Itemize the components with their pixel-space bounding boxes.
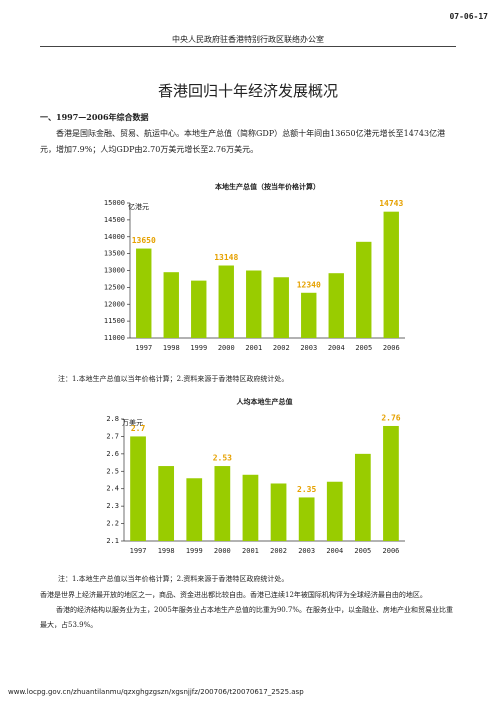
y-tick-label: 12000 xyxy=(104,300,125,308)
x-tick-label: 2002 xyxy=(270,547,287,555)
paragraph: 香港是世界上经济最开放的地区之一，商品、资金进出都比较自由。香港已连续12年被国… xyxy=(40,591,427,599)
y-tick-label: 11000 xyxy=(104,334,125,342)
x-tick-label: 2004 xyxy=(328,344,345,352)
bar xyxy=(356,241,372,338)
y-tick-label: 2.2 xyxy=(106,520,119,528)
bar xyxy=(328,273,344,338)
paragraph: 香港的经济结构以服务业为主，2005年服务业占本地生产总值的比重为90.7%。在… xyxy=(40,606,454,629)
header-date: 07-06-17 xyxy=(449,12,488,21)
footer-url: www.locpg.gov.cn/zhuantilanmu/qzxghgzgsz… xyxy=(8,688,304,696)
bar xyxy=(354,453,371,541)
bar xyxy=(242,474,259,541)
value-label: 2.53 xyxy=(213,454,232,463)
bar xyxy=(214,466,231,541)
x-tick-label: 1999 xyxy=(190,344,207,352)
value-label: 2.76 xyxy=(381,413,400,422)
bar xyxy=(298,497,315,541)
bar xyxy=(383,211,399,338)
chart-title: 人均本地生产总值 xyxy=(237,397,293,406)
value-label: 12340 xyxy=(297,280,321,289)
bar xyxy=(218,265,234,338)
x-tick-label: 2003 xyxy=(300,344,317,352)
bar xyxy=(270,483,287,541)
bar xyxy=(163,272,179,338)
y-tick-label: 13500 xyxy=(104,250,125,258)
x-tick-label: 1997 xyxy=(130,547,147,555)
x-tick-label: 2001 xyxy=(242,547,259,555)
x-tick-label: 1998 xyxy=(163,344,180,352)
paragraph: 香港是国际金融、贸易、航运中心。本地生产总值（简称GDP）总额十年间由13650… xyxy=(40,129,446,154)
y-tick-label: 2.1 xyxy=(106,537,119,545)
bar xyxy=(301,292,317,338)
bar xyxy=(186,478,203,541)
value-label: 13148 xyxy=(214,253,238,262)
note: 注：1.本地生产总值以当年价格计算；2.资料来源于香港特区政府统计处。 xyxy=(58,575,289,583)
doc-title: 香港回归十年经济发展概况 xyxy=(157,82,338,100)
x-tick-label: 2000 xyxy=(218,344,235,352)
y-axis-label: 万美元 xyxy=(122,418,143,427)
x-tick-label: 1999 xyxy=(186,547,203,555)
x-tick-label: 2005 xyxy=(355,344,372,352)
value-label: 2.35 xyxy=(297,485,316,494)
x-tick-label: 1997 xyxy=(135,344,152,352)
header-org: 中央人民政府驻香港特别行政区联络办公室 xyxy=(172,35,324,44)
bar xyxy=(158,466,175,541)
y-tick-label: 13000 xyxy=(104,267,125,275)
x-tick-label: 2006 xyxy=(383,547,400,555)
value-label: 14743 xyxy=(379,199,403,208)
y-tick-label: 15000 xyxy=(104,199,125,207)
header-rule xyxy=(40,46,456,47)
x-tick-label: 2000 xyxy=(214,547,231,555)
x-tick-label: 2006 xyxy=(383,344,400,352)
x-tick-label: 2001 xyxy=(245,344,262,352)
y-tick-label: 12500 xyxy=(104,283,125,291)
bar xyxy=(191,280,207,338)
bar xyxy=(246,270,262,338)
y-tick-label: 2.4 xyxy=(106,485,119,493)
bar xyxy=(130,436,146,541)
section-heading: 一、1997—2006年综合数据 xyxy=(40,112,149,122)
bar xyxy=(273,277,289,338)
y-tick-label: 2.6 xyxy=(106,450,119,458)
value-label: 13650 xyxy=(132,236,156,245)
y-tick-label: 2.7 xyxy=(106,432,119,440)
y-tick-label: 2.5 xyxy=(106,467,119,475)
bar xyxy=(136,248,152,338)
x-tick-label: 2004 xyxy=(326,547,343,555)
note: 注：1.本地生产总值以当年价格计算；2.资料来源于香港特区政府统计处。 xyxy=(58,375,289,383)
y-tick-label: 2.3 xyxy=(106,502,119,510)
bar xyxy=(326,481,343,541)
x-tick-label: 2005 xyxy=(354,547,371,555)
y-tick-label: 14000 xyxy=(104,233,125,241)
x-tick-label: 2002 xyxy=(273,344,290,352)
y-axis-label: 亿港元 xyxy=(128,202,149,211)
y-tick-label: 11500 xyxy=(104,317,125,325)
value-label: 2.7 xyxy=(131,424,146,433)
x-tick-label: 2003 xyxy=(298,547,315,555)
chart-title: 本地生产总值（按当年价格计算） xyxy=(214,182,320,191)
bar xyxy=(383,425,399,541)
y-tick-label: 2.8 xyxy=(106,415,119,423)
x-tick-label: 1998 xyxy=(158,547,175,555)
y-tick-label: 14500 xyxy=(104,216,125,224)
